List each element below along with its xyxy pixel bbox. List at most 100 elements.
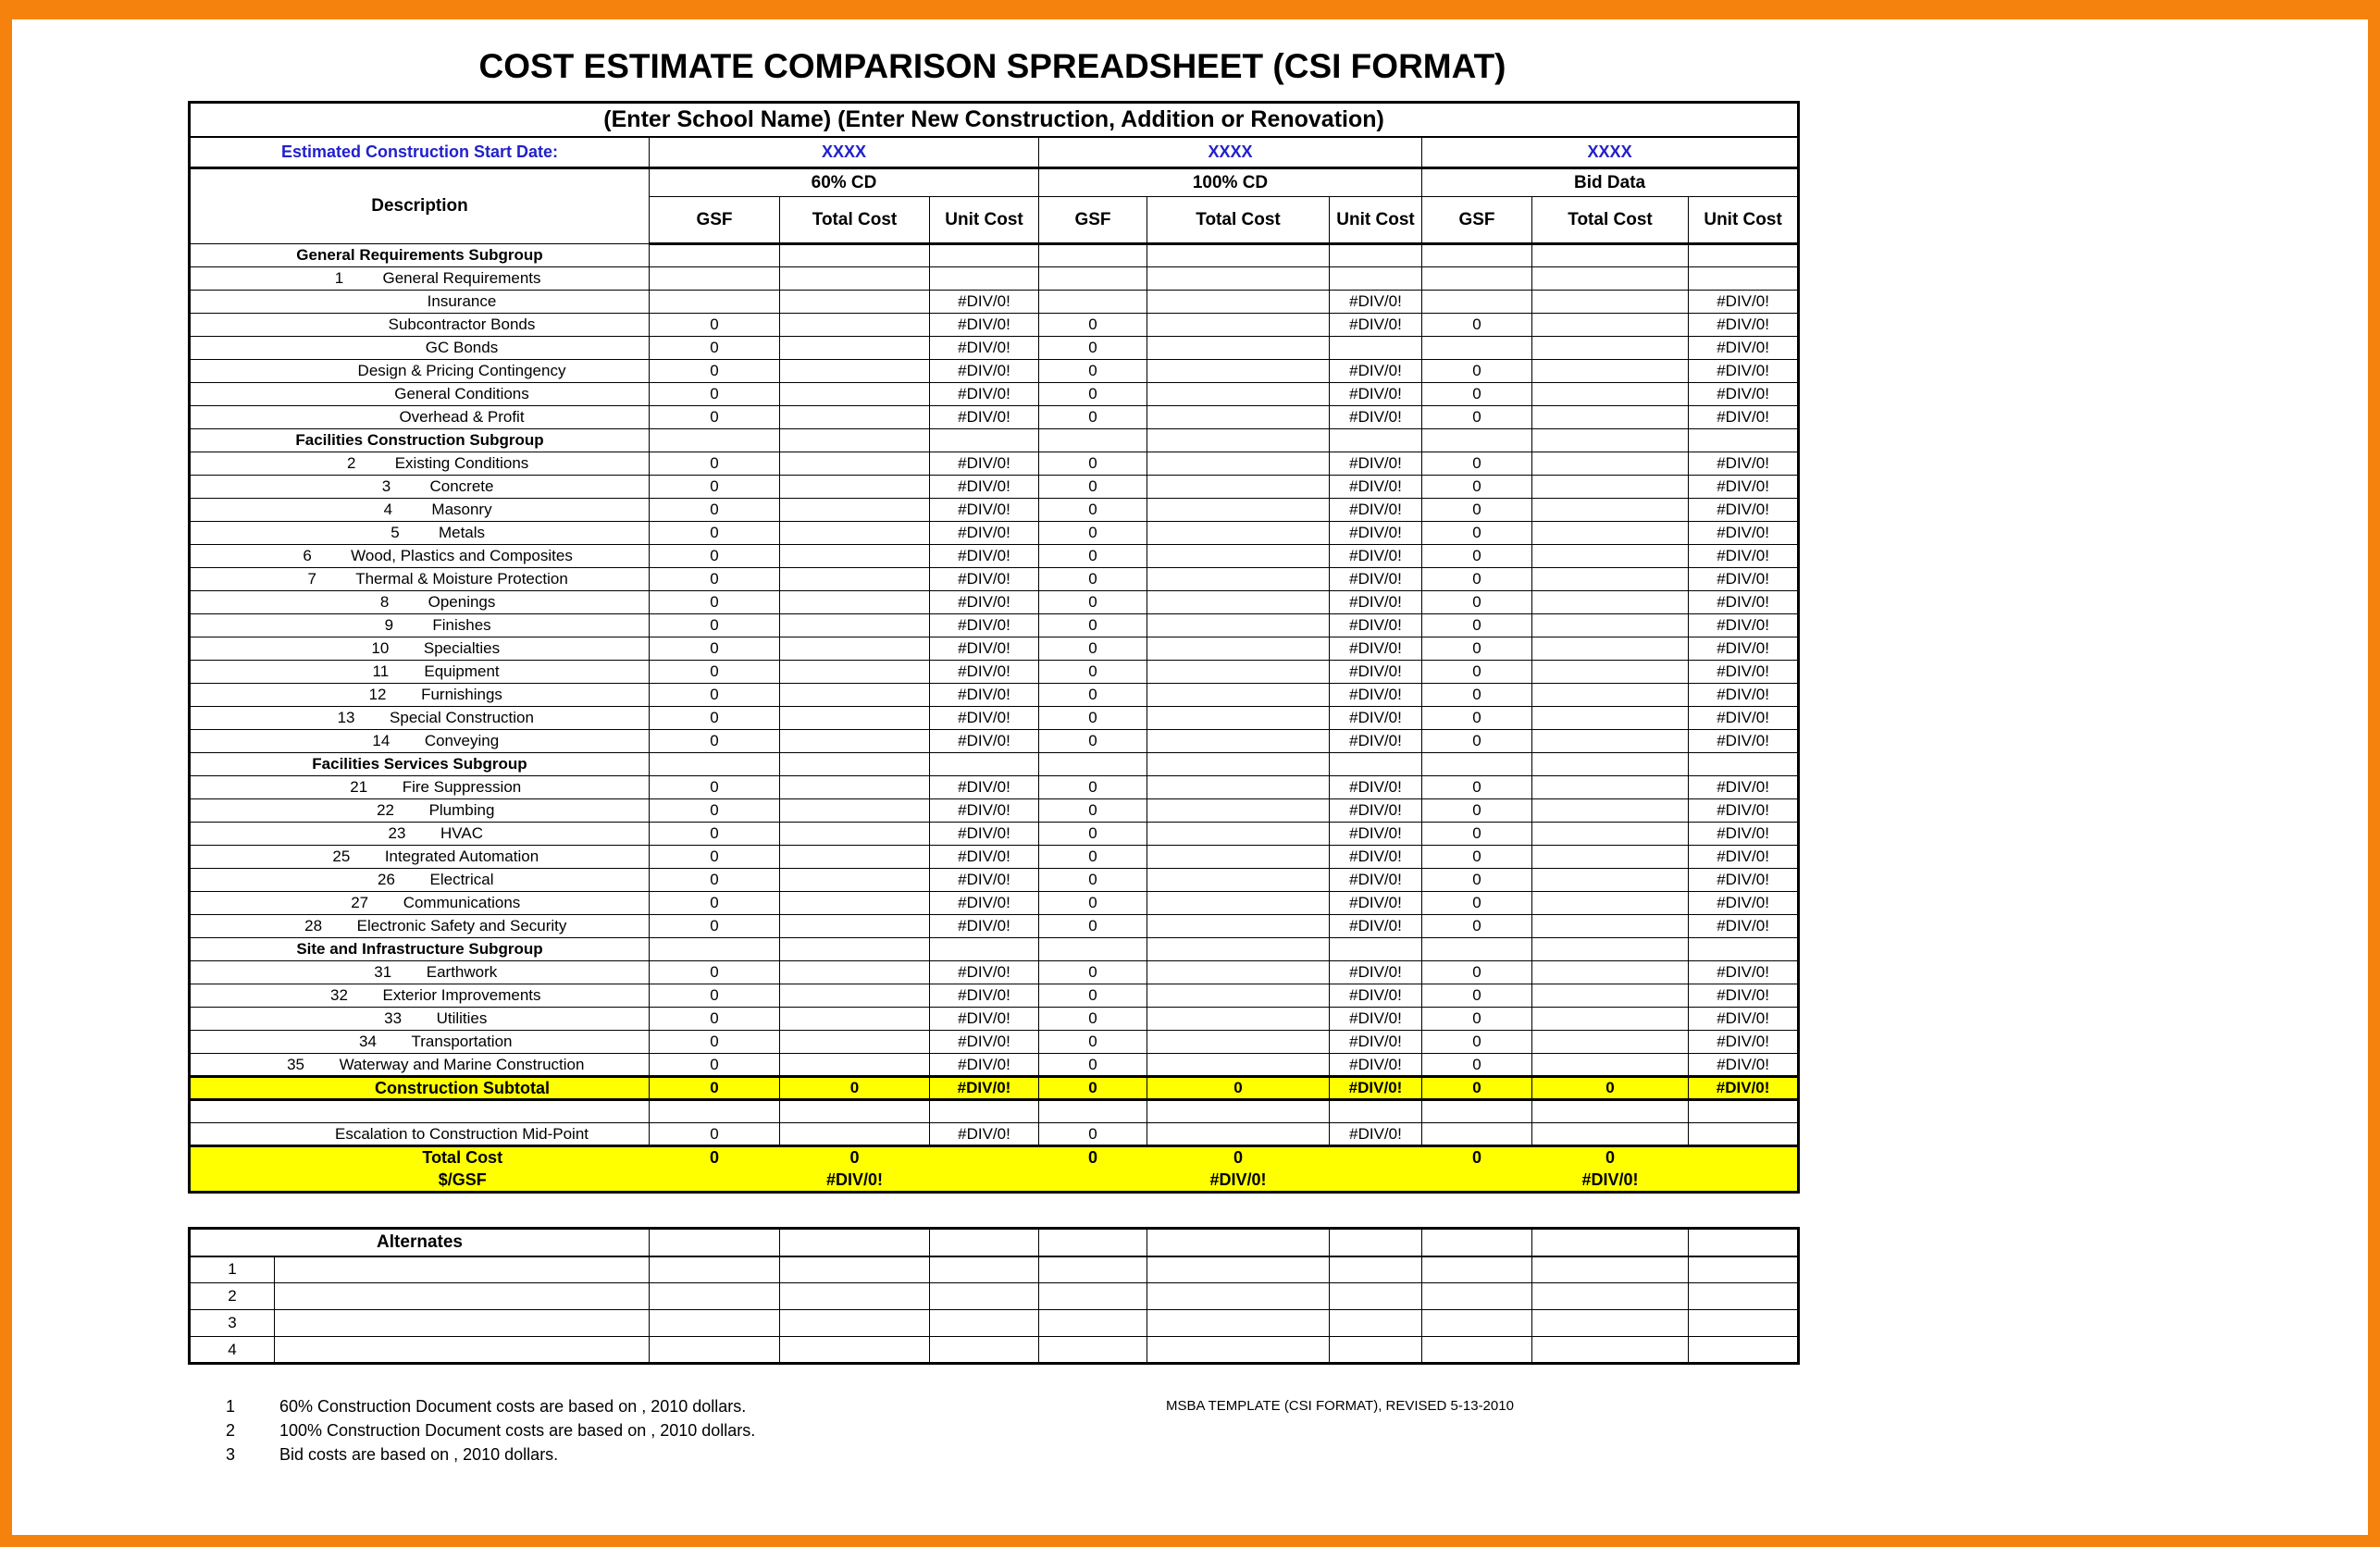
cell-unit-cost-100cd: #DIV/0! [1329,960,1422,984]
cell-unit-cost-bid [1688,1336,1800,1364]
description-cell: 26 Electrical [189,868,650,892]
cell-gsf-bid: 0 [1421,452,1532,476]
cell-gsf-60cd: 0 [649,706,780,730]
col-gsf-60cd: GSF [649,196,780,245]
cell-total-cost-60cd [779,1007,930,1031]
cell-gsf-60cd [649,1282,781,1310]
cell-total-cost-60cd [779,1336,931,1364]
cell-gsf-100cd: 0 [1038,1007,1147,1031]
row-description: Finishes [432,616,491,634]
cell-gsf-60cd: 0 [649,775,780,799]
row-number: 23 [388,824,406,842]
cell-gsf-60cd: 0 [649,613,780,637]
cell-total-cost-60cd [779,798,930,823]
cell-unit-cost-bid: #DIV/0! [1687,914,1800,938]
cell-total-cost-100cd [1147,1282,1331,1310]
cell-gsf-60cd: 0 [649,960,780,984]
cell-gsf-bid: 0 [1421,637,1532,661]
cell-gsf-bid: 0 [1421,822,1532,846]
cell-total-cost-100cd [1147,243,1330,267]
cell-total-cost-60cd [779,498,930,522]
cell-gsf-bid [1421,1309,1533,1337]
cell-unit-cost-60cd: #DIV/0! [929,706,1039,730]
row-description: Plumbing [428,801,495,819]
cell-total-cost-60cd [779,683,930,707]
cell-gsf-100cd: 0 [1038,590,1147,614]
cell-unit-cost-100cd [1329,1309,1423,1337]
cell-unit-cost-bid: #DIV/0! [1687,891,1800,915]
cell-gsf-bid [1421,1256,1533,1283]
cell-total-cost-bid [1531,822,1689,846]
cell-unit-cost-60cd [929,937,1039,961]
cell-unit-cost-60cd [929,1256,1040,1283]
cell-gsf-60cd [649,290,780,314]
cell-gsf-100cd [1038,1309,1148,1337]
cell-total-cost-100cd [1147,428,1330,452]
description-cell: 32 Exterior Improvements [189,984,650,1008]
subgroup-row: Facilities Construction Subgroup [189,428,1800,452]
cell-unit-cost-60cd: #DIV/0! [929,452,1039,476]
cell-gsf-100cd: 0 [1038,1030,1147,1054]
row-description: Furnishings [421,686,502,703]
cell-total-cost-bid [1531,775,1689,799]
item-row: Design & Pricing Contingency 0 #DIV/0! 0 #DI… [189,359,1800,383]
item-row: 12 Furnishings 0 #DIV/0! 0 #DIV/0! 0 #DIV/0! [189,683,1800,707]
footnote-text: Bid costs are based on , 2010 dollars. [279,1445,559,1464]
cell-unit-cost-100cd [1329,266,1422,291]
alt-col [1421,1228,1533,1257]
col-unit-cost-60cd: Unit Cost [929,196,1039,245]
description-cell: 27 Communications [189,891,650,915]
cell-gsf-bid: 0 [1421,544,1532,568]
cell-unit-cost-bid [1688,1169,1799,1193]
item-row: 5 Metals 0 #DIV/0! 0 #DIV/0! 0 #DIV/0! [189,521,1800,545]
cell-unit-cost-bid: #DIV/0! [1687,868,1800,892]
cell-unit-cost-bid: #DIV/0! [1687,1075,1800,1101]
cell-unit-cost-bid: #DIV/0! [1687,660,1800,684]
subgroup-row: General Requirements Subgroup [189,243,1800,267]
description-cell: Facilities Services Subgroup [189,752,650,776]
cell-gsf-100cd: 0 [1038,798,1147,823]
cell-gsf-100cd: 0 [1038,521,1147,545]
cell-total-cost-bid [1531,382,1689,406]
cell-total-cost-bid [1531,683,1689,707]
row-description: Design & Pricing Contingency [357,362,566,379]
cell-unit-cost-100cd: #DIV/0! [1329,382,1422,406]
row-number: 32 [330,986,348,1004]
cell-unit-cost-100cd: #DIV/0! [1329,567,1422,591]
cell-unit-cost-100cd: #DIV/0! [1329,798,1422,823]
cell-total-cost-60cd [779,752,930,776]
item-row: 33 Utilities 0 #DIV/0! 0 #DIV/0! 0 #DIV/0! [189,1007,1800,1031]
row-description: Exterior Improvements [382,986,541,1004]
group-bid: Bid Data [1420,167,1800,197]
item-row: 10 Specialties 0 #DIV/0! 0 #DIV/0! 0 #DIV/0! [189,637,1800,661]
cell-total-cost-100cd [1147,382,1330,406]
cell-unit-cost-60cd: #DIV/0! [929,984,1039,1008]
cell-gsf-60cd: 0 [649,1030,780,1054]
cell-unit-cost-60cd: #DIV/0! [929,822,1039,846]
cell-total-cost-60cd [779,775,930,799]
row-number: 13 [337,709,355,726]
row-number: 33 [384,1009,403,1027]
cell-total-cost-bid [1531,660,1689,684]
cell-unit-cost-60cd: #DIV/0! [929,868,1039,892]
cell-gsf-60cd [649,243,780,267]
cell-unit-cost-100cd [1329,428,1422,452]
row-description: Overhead & Profit [399,408,525,426]
cell-gsf-bid: 0 [1421,405,1532,429]
construction-subtotal-row: Construction Subtotal 0 0 #DIV/0! 0 0 #DIV/0! 0… [189,1075,1800,1101]
cell-unit-cost-bid [1687,752,1800,776]
alternate-number: 4 [189,1336,275,1364]
cell-unit-cost-100cd: #DIV/0! [1329,1075,1422,1101]
row-description: Special Construction [390,709,534,726]
cell-unit-cost-60cd: #DIV/0! [929,729,1039,753]
cell-total-cost-100cd [1147,752,1330,776]
cell-gsf-100cd: 0 [1038,914,1147,938]
description-cell: Overhead & Profit [189,405,650,429]
cell-total-cost-60cd [779,405,930,429]
cell-gsf-60cd: 0 [649,567,780,591]
cell-gsf-60cd [649,266,780,291]
cell-gsf-60cd: 0 [649,336,780,360]
group-header-row: Description 60% CD 100% CD Bid Data [189,167,1800,244]
cell-total-cost-bid [1531,752,1689,776]
